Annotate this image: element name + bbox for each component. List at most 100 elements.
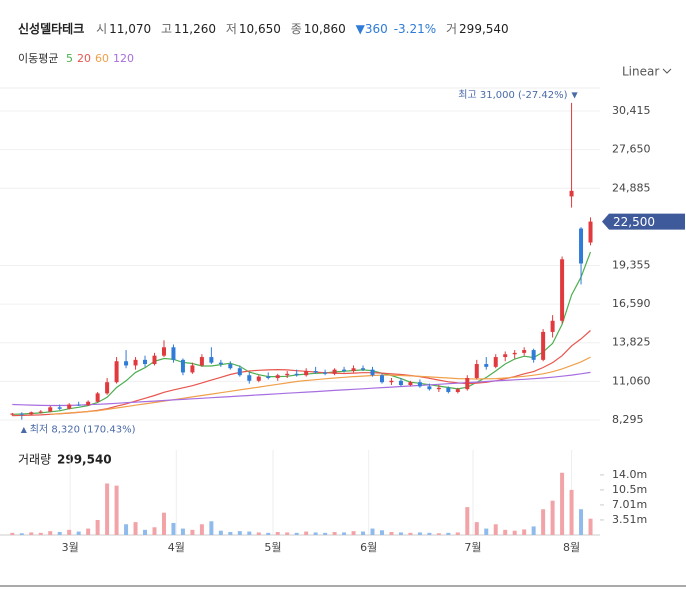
price-tag-label: 22,500: [613, 215, 655, 229]
candle-body: [361, 368, 366, 370]
label: 거: [446, 22, 458, 36]
candle-body: [569, 190, 574, 197]
volume-bar: [427, 532, 432, 535]
candle-body: [48, 407, 53, 412]
candle-body: [503, 354, 508, 358]
candle-body: [29, 412, 34, 415]
value: 10,860: [303, 22, 346, 36]
candle-body: [38, 411, 43, 413]
price-header: 신성델타테크 시 11,070 고 11,260 저 10,650 종 10,860 ▼…: [18, 20, 515, 37]
max-icon: ▼: [571, 90, 578, 99]
candle-body: [209, 357, 214, 363]
volume-bar: [379, 530, 384, 535]
volume-bar: [152, 527, 157, 535]
candle-body: [332, 369, 337, 374]
candle-body: [417, 382, 422, 387]
value: 11,070: [109, 22, 152, 36]
volume-bar: [474, 522, 479, 535]
candle-body: [152, 355, 157, 365]
volume-bar: [19, 533, 24, 535]
y-tick-label: 27,650: [612, 143, 651, 156]
ma-legend-item[interactable]: 20: [76, 52, 91, 65]
value: 299,540: [459, 22, 509, 36]
volume-bar: [57, 531, 62, 535]
scale-select[interactable]: Linear: [622, 65, 659, 79]
candle-body: [313, 371, 318, 373]
candle-body: [133, 359, 138, 366]
volume-bar: [541, 509, 546, 535]
volume-bar: [95, 519, 100, 535]
label: 저: [225, 22, 237, 36]
candle-body: [19, 413, 24, 415]
volume-bar: [180, 528, 185, 535]
candle-body: [408, 382, 413, 385]
candle-body: [436, 387, 441, 390]
candle-body: [86, 401, 91, 406]
label: 고: [160, 22, 172, 36]
volume-bar: [332, 531, 337, 535]
candle-body: [171, 347, 176, 360]
candle-body: [588, 221, 593, 243]
candle-body: [531, 350, 536, 360]
x-tick-label: 8월: [563, 541, 580, 554]
candle-body: [124, 361, 129, 366]
ma-legend-item[interactable]: 120: [112, 52, 134, 65]
ma-legend-item[interactable]: 5: [65, 52, 73, 65]
volume-bar: [171, 522, 176, 535]
volume-bar: [285, 532, 290, 535]
candle-body: [541, 331, 546, 360]
change: 360: [364, 22, 388, 36]
volume-bar: [48, 531, 53, 535]
candle-body: [199, 357, 204, 366]
candle-body: [304, 371, 309, 376]
label: 시: [96, 22, 108, 36]
volume-bar: [579, 509, 584, 535]
volume-bar: [484, 528, 489, 535]
candle-body: [427, 386, 432, 390]
candle-body: [285, 373, 290, 376]
volume-bar: [114, 485, 119, 535]
min-annotation: 최저 8,320 (170.43%): [30, 424, 136, 436]
candle-body: [190, 365, 195, 373]
candle-body: [389, 380, 394, 383]
candle-body: [180, 359, 185, 373]
candle-body: [379, 375, 384, 383]
ma-legend-title: 이동평균: [18, 52, 59, 65]
volume-bar: [237, 531, 242, 535]
label: 종: [290, 22, 302, 36]
dropdown-icon: [662, 68, 672, 74]
volume-title: 거래량: [18, 453, 51, 467]
volume-bar: [228, 531, 233, 535]
candle-body: [67, 404, 72, 409]
candle-body: [161, 347, 166, 356]
volume-bar: [503, 529, 508, 535]
volume-bar: [417, 532, 422, 535]
value: 11,260: [174, 22, 216, 36]
candle-body: [455, 389, 460, 392]
volume-bar: [161, 512, 166, 535]
volume-bar: [465, 507, 470, 535]
candle-body: [76, 404, 81, 406]
candle-body: [493, 357, 498, 367]
candle-body: [512, 352, 517, 355]
volume-bar: [190, 529, 195, 535]
candle-body: [474, 364, 479, 379]
ma-line: [50, 356, 591, 415]
volume-bar: [436, 533, 441, 535]
volume-bar: [266, 532, 271, 535]
ma-legend-item[interactable]: 60: [94, 52, 109, 65]
volume-bar: [531, 526, 536, 535]
candle-body: [294, 373, 299, 376]
volume-bar: [550, 500, 555, 535]
volume-bar: [199, 524, 204, 535]
candle-body: [266, 376, 271, 379]
candle-body: [10, 413, 15, 415]
volume-bar: [209, 521, 214, 535]
candle-body: [256, 376, 261, 381]
volume-bar: [560, 472, 565, 535]
ma-line: [12, 330, 591, 417]
volume-bar: [256, 532, 261, 535]
volume-bar: [10, 532, 15, 535]
candle-body: [323, 372, 328, 374]
